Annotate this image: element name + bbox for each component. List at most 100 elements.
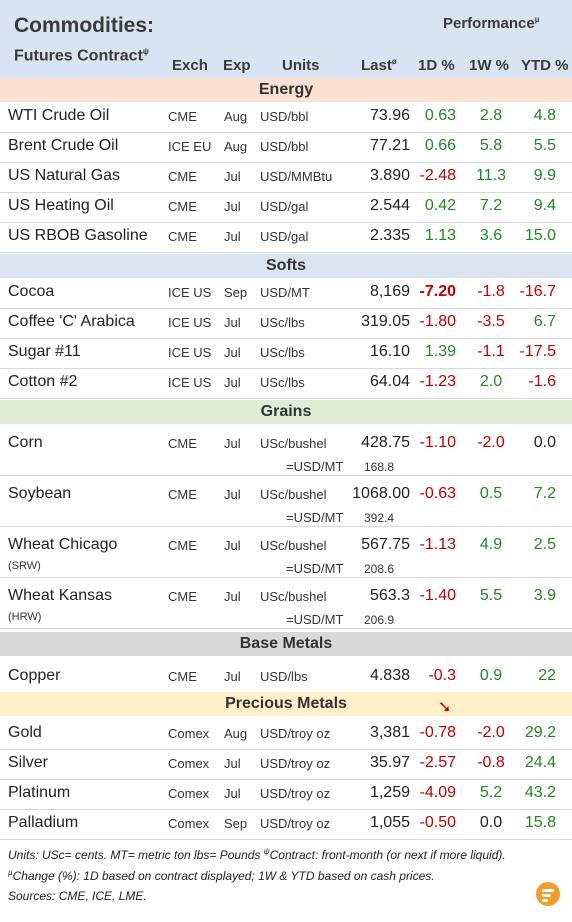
- down-arrow-icon: ➘: [438, 699, 452, 716]
- change-1w: -1.1: [477, 343, 505, 360]
- expiry: Jul: [224, 786, 241, 801]
- section-header: Softs: [0, 254, 572, 278]
- commodity-name: US Natural Gas: [8, 167, 121, 184]
- units: USD/troy oz: [260, 756, 331, 771]
- section-header: Grains: [0, 400, 572, 424]
- units: USc/lbs: [260, 345, 305, 360]
- last-price: 563.3: [369, 587, 410, 604]
- table-row: WTI Crude Oil CME Aug USD/bbl 73.96 0.63 2.8 4.…: [0, 102, 572, 133]
- change-ytd: 3.9: [533, 587, 556, 604]
- exchange: Comex: [168, 816, 210, 831]
- footer-contract-text: Contract: front-month (or next if more l…: [269, 848, 506, 862]
- performance-text: Performance: [443, 15, 535, 32]
- footer-change: µChange (%): 1D based on contract displa…: [8, 868, 435, 883]
- expiry: Jul: [224, 756, 241, 771]
- section-header: Base Metals: [0, 632, 572, 656]
- change-1d: -0.78: [419, 724, 456, 741]
- col-last-text: Last: [361, 57, 392, 74]
- section-label: Softs: [266, 257, 306, 274]
- change-1w: 0.9: [479, 667, 503, 684]
- change-1d: -1.80: [419, 313, 456, 330]
- change-ytd: 15.0: [524, 227, 556, 244]
- expiry: Aug: [224, 726, 248, 741]
- units: USD/troy oz: [260, 726, 331, 741]
- commodity-subname: (HRW): [8, 611, 42, 623]
- change-ytd: -17.5: [519, 343, 556, 360]
- col-ytd: YTD %: [521, 57, 569, 74]
- table-header: Commodities: Futures Contractψ Performan…: [0, 0, 572, 78]
- expiry: Aug: [224, 139, 248, 154]
- expiry: Jul: [224, 436, 241, 451]
- subtitle-footnote-mark: ψ: [142, 47, 149, 56]
- change-1d: 0.42: [424, 197, 456, 214]
- section-header: Precious Metals: [0, 692, 572, 716]
- conversion-value: 208.6: [364, 562, 395, 576]
- expiry: Jul: [224, 487, 241, 502]
- col-1w: 1W %: [469, 57, 510, 74]
- change-ytd: 5.5: [533, 137, 556, 154]
- change-ytd: 7.2: [533, 485, 556, 502]
- change-1w: 4.9: [479, 536, 503, 553]
- change-1d: -1.40: [419, 587, 456, 604]
- change-1d: -0.3: [428, 667, 456, 684]
- last-price: 64.04: [369, 373, 410, 390]
- change-1w: 5.8: [479, 137, 503, 154]
- last-price: 8,169: [369, 283, 410, 300]
- performance-footnote-mark: µ: [534, 15, 540, 24]
- expiry: Jul: [224, 199, 241, 214]
- change-1d: 0.66: [424, 137, 456, 154]
- change-1d: -4.09: [419, 784, 456, 801]
- exchange: Comex: [168, 786, 210, 801]
- last-price: 35.97: [369, 754, 410, 771]
- change-ytd: -16.7: [519, 283, 556, 300]
- change-ytd: -1.6: [528, 373, 556, 390]
- change-1w: 0.0: [479, 814, 503, 831]
- logo-line: [542, 889, 554, 892]
- conversion-unit: =USD/MT: [286, 510, 344, 525]
- units: USD/gal: [260, 199, 309, 214]
- change-1d: -0.63: [419, 485, 456, 502]
- last-price: 3,381: [369, 724, 410, 741]
- table-row: Cotton #2 ICE US Jul USc/lbs 64.04 -1.23 2.0 -1…: [0, 368, 572, 399]
- expiry: Jul: [224, 169, 241, 184]
- table-row: Wheat Chicago (SRW) CME Jul USc/bushel 567.75…: [0, 526, 572, 578]
- last-price: 77.21: [369, 137, 410, 154]
- change-1w: -1.8: [477, 283, 505, 300]
- last-price: 2.335: [369, 227, 410, 244]
- change-ytd: 29.2: [524, 724, 556, 741]
- table-row: Sugar #11 ICE US Jul USc/lbs 16.10 1.39 -1.1 -1…: [0, 338, 572, 369]
- exchange: CME: [168, 669, 197, 684]
- change-1d: 0.63: [424, 107, 456, 124]
- change-ytd: 22: [538, 667, 556, 684]
- exchange: CME: [168, 589, 197, 604]
- change-1w: -2.0: [477, 724, 505, 741]
- change-1w: 7.2: [479, 197, 503, 214]
- change-1w: -3.5: [477, 313, 505, 330]
- table-row: Brent Crude Oil ICE EU Aug USD/bbl 77.21 0.66…: [0, 132, 572, 163]
- expiry: Jul: [224, 315, 241, 330]
- table-row: US Natural Gas CME Jul USD/MMBtu 3.890 -2.48 1…: [0, 162, 572, 193]
- commodity-name: Cocoa: [8, 283, 55, 300]
- commodity-name: US RBOB Gasoline: [8, 227, 148, 244]
- change-ytd: 15.8: [524, 814, 556, 831]
- commodity-name: Cotton #2: [8, 373, 78, 390]
- commodity-name: Sugar #11: [8, 343, 81, 360]
- commodity-name: Corn: [8, 434, 43, 451]
- footer-sources: Sources: CME, ICE, LME.: [8, 889, 147, 903]
- table-row: Wheat Kansas (HRW) CME Jul USc/bushel 563.3 -1…: [0, 577, 572, 629]
- exchange: ICE US: [168, 375, 212, 390]
- units: USD/gal: [260, 229, 309, 244]
- last-price: 73.96: [369, 107, 410, 124]
- expiry: Jul: [224, 589, 241, 604]
- change-ytd: 6.7: [533, 313, 556, 330]
- exchange: ICE US: [168, 285, 212, 300]
- change-1w: 2.0: [479, 373, 503, 390]
- change-1d: -1.13: [419, 536, 456, 553]
- footer-units: Units: USc= cents. MT= metric ton lbs= P…: [8, 847, 506, 862]
- last-price: 2.544: [369, 197, 410, 214]
- subtitle-text: Futures Contract: [14, 47, 143, 65]
- performance-heading: Performanceµ: [443, 15, 539, 32]
- conversion-unit: =USD/MT: [286, 612, 344, 627]
- change-1w: 5.2: [479, 784, 503, 801]
- expiry: Aug: [224, 109, 248, 124]
